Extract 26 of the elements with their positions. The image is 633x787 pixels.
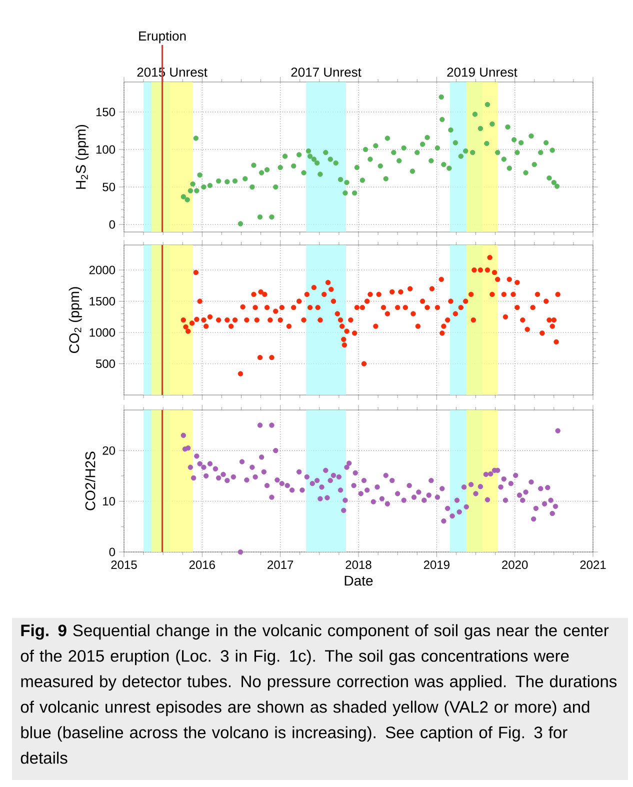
x-tick-label: 2017 [268,560,294,570]
x-tick-label: 2015 [111,560,137,570]
text: Fig. 9 Sequential change in the volcanic component of soil gas near the center of the 2015 eruption (Loc. 3 in Fig. 1c). The soil gas concentrations were measured by detector tubes. No pressure correction was applied. The durations of volcanic unrest episodes are shown as shaded yellow (VAL2 or more) and blue (baseline across the volcano is increasing). See caption of Fig. 3 for details [20,624,617,764]
y-axis-title: CO2/H2S [84,452,96,510]
y-tick-label: 0 [109,548,116,556]
y-tick-label: 0 [109,220,116,229]
x-axis-title: Date [344,576,373,586]
x-tick-label: 2021 [580,560,606,570]
y-tick-label: 1000 [90,328,116,337]
y-tick-label: 150 [96,108,116,116]
y-tick-label: 2000 [89,266,116,274]
y-tick-label: 500 [96,360,116,368]
band-label: 2017 Unrest [291,68,362,77]
y-tick-label: 1500 [90,297,116,306]
x-tick-label: 2018 [346,560,372,570]
y-axis-title: CO$_{2}$ (ppm) [68,287,82,353]
x-tick-label: 2020 [502,560,528,570]
y-tick-label: 50 [102,182,116,192]
y-axis-title: H$_{2}$S (ppm) [76,124,89,189]
y-tick-label: 10 [103,497,116,506]
ref-line-label: Eruption [139,31,186,44]
band-label: 2019 Unrest [447,68,518,77]
y-tick-label: 100 [96,145,116,154]
x-tick-label: 2016 [189,560,215,570]
x-tick-label: 2019 [424,560,450,570]
y-tick-label: 20 [102,446,116,455]
